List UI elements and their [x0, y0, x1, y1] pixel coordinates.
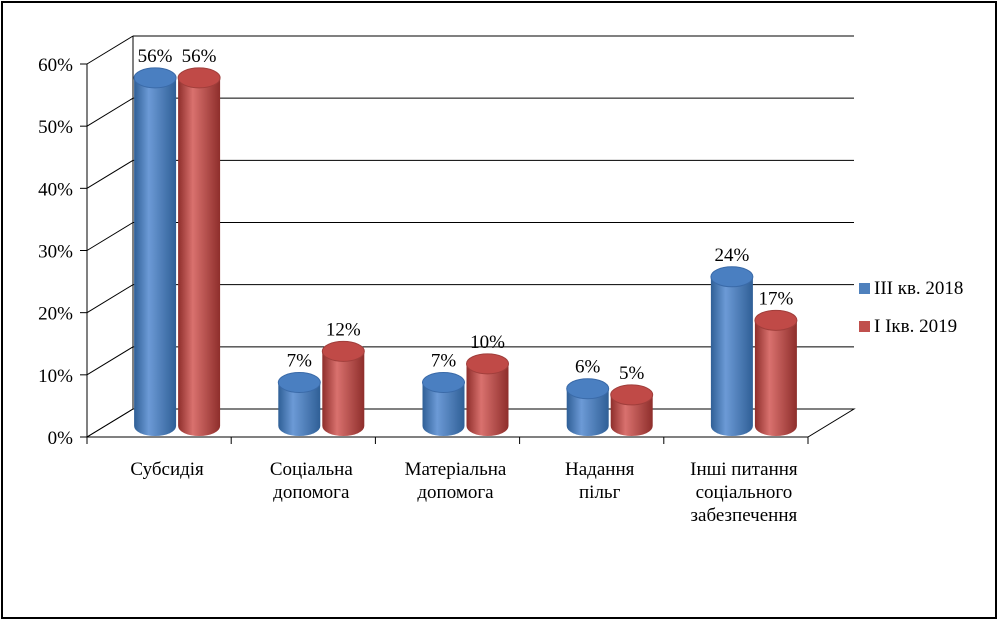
data-label: 56%	[182, 46, 217, 67]
category-label: допомога	[417, 482, 494, 503]
bar-top	[566, 378, 610, 400]
data-label: 24%	[714, 245, 749, 266]
y-tick-label: 50%	[38, 117, 73, 138]
gridline-diagonal	[86, 346, 134, 376]
data-label: 5%	[619, 363, 645, 384]
category-label: Матеріальна	[405, 459, 507, 480]
bar-top	[710, 266, 754, 288]
category-label: допомога	[273, 482, 350, 503]
grid-layer: 0% 10% 20% 30% 40% 50% 60%	[38, 35, 856, 449]
y-tick-label: 10%	[38, 366, 73, 387]
gridline-diagonal	[86, 159, 134, 189]
bar-series1	[710, 276, 753, 437]
category-label: пільг	[579, 482, 621, 503]
bar-series2	[610, 394, 653, 437]
gridline-diagonal	[86, 284, 134, 314]
bar-series2	[754, 320, 797, 437]
category-label: забезпечення	[691, 505, 798, 526]
category-label: соціального	[696, 482, 793, 503]
bar-series1	[278, 382, 321, 437]
labels-layer: 56% 56%Субсидія7%12%Соціальнадопомога7%10…	[130, 46, 798, 526]
gridline-diagonal	[86, 97, 134, 127]
data-label: 12%	[326, 319, 361, 340]
y-tick-label: 0%	[48, 428, 74, 449]
bar-top	[466, 353, 509, 375]
category-label: Надання	[565, 459, 635, 480]
floor	[85, 408, 856, 438]
legend: ІІІ кв. 2018 І Ікв. 2019	[859, 278, 963, 337]
bar-series2	[178, 77, 221, 437]
gridline-diagonal	[86, 222, 134, 251]
data-label: 7%	[287, 350, 313, 371]
y-tick-label: 40%	[38, 179, 73, 200]
bar-series1	[566, 388, 609, 437]
y-tick-label: 60%	[38, 55, 73, 76]
legend-label: І Ікв. 2019	[874, 316, 957, 337]
bar-series1	[134, 77, 177, 437]
data-label: 7%	[431, 350, 457, 371]
bar-top	[133, 67, 177, 89]
category-label: Інші питання	[690, 459, 798, 480]
bar-series1	[422, 382, 465, 437]
y-tick-label: 20%	[38, 304, 73, 325]
legend-swatch	[859, 321, 870, 332]
bars-layer	[133, 67, 798, 437]
bar-top	[321, 340, 365, 362]
bar-top	[610, 384, 654, 406]
bar-top	[177, 67, 221, 89]
legend-swatch	[859, 283, 870, 294]
data-label: 10%	[470, 332, 505, 353]
bar-top	[754, 309, 798, 331]
y-tick-label: 30%	[38, 242, 73, 263]
bar-series2	[322, 351, 365, 436]
data-label: 56%	[138, 46, 173, 67]
category-label: Соціальна	[270, 459, 354, 480]
category-label: Субсидія	[130, 459, 204, 480]
bar-series2	[466, 363, 509, 437]
data-label: 6%	[575, 357, 601, 378]
bar-top	[277, 371, 321, 393]
data-label: 17%	[758, 288, 793, 309]
gridline-diagonal	[86, 35, 134, 65]
legend-label: ІІІ кв. 2018	[874, 278, 963, 299]
bar-top	[422, 371, 465, 393]
